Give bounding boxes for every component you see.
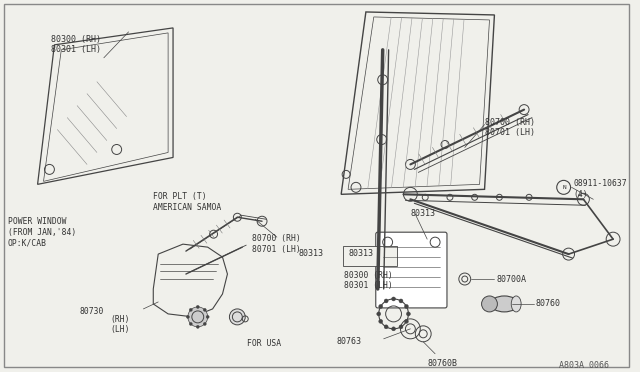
FancyBboxPatch shape [376,232,447,308]
Text: 80730: 80730 [79,307,104,316]
Text: POWER WINDOW
(FROM JAN,'84)
OP:K/CAB: POWER WINDOW (FROM JAN,'84) OP:K/CAB [8,217,76,247]
Circle shape [204,323,206,326]
Text: 80300 (RH)
80301 (LH): 80300 (RH) 80301 (LH) [51,35,101,54]
Text: 80763: 80763 [336,337,361,346]
Text: 80313: 80313 [410,209,435,218]
Circle shape [379,320,383,323]
Circle shape [204,308,206,311]
Circle shape [481,296,497,312]
Circle shape [196,326,199,328]
Circle shape [384,325,388,329]
Circle shape [404,304,408,308]
Text: 80700A: 80700A [497,275,527,283]
Circle shape [392,327,396,331]
Text: N: N [563,185,566,190]
Text: 80300 (RH)
80301 (LH): 80300 (RH) 80301 (LH) [344,271,393,291]
Text: 80700 (RH)
80701 (LH): 80700 (RH) 80701 (LH) [252,234,301,254]
Text: (RH)
(LH): (RH) (LH) [111,315,131,334]
Circle shape [399,299,403,303]
Text: FOR USA: FOR USA [247,339,282,348]
Circle shape [229,309,245,325]
Ellipse shape [490,296,518,312]
Ellipse shape [511,296,521,312]
Text: 80700 (RH)
80701 (LH): 80700 (RH) 80701 (LH) [484,118,534,137]
Circle shape [188,307,207,327]
Text: 08911-10637
(4): 08911-10637 (4) [573,179,627,199]
Text: 80760: 80760 [536,299,561,308]
Text: 80313: 80313 [348,249,373,258]
Text: FOR PLT (T)
AMERICAN SAMOA: FOR PLT (T) AMERICAN SAMOA [153,192,221,212]
Circle shape [384,299,388,303]
Text: 80313: 80313 [299,249,324,258]
Text: A803A 0066: A803A 0066 [559,361,609,370]
Circle shape [377,312,381,316]
FancyBboxPatch shape [343,246,397,266]
Circle shape [206,315,209,318]
Text: 80760B: 80760B [427,359,457,368]
Circle shape [404,320,408,323]
Circle shape [392,297,396,301]
Circle shape [399,325,403,329]
Circle shape [186,315,189,318]
Circle shape [196,305,199,308]
Circle shape [379,304,383,308]
Circle shape [189,323,192,326]
Circle shape [406,312,410,316]
Circle shape [189,308,192,311]
